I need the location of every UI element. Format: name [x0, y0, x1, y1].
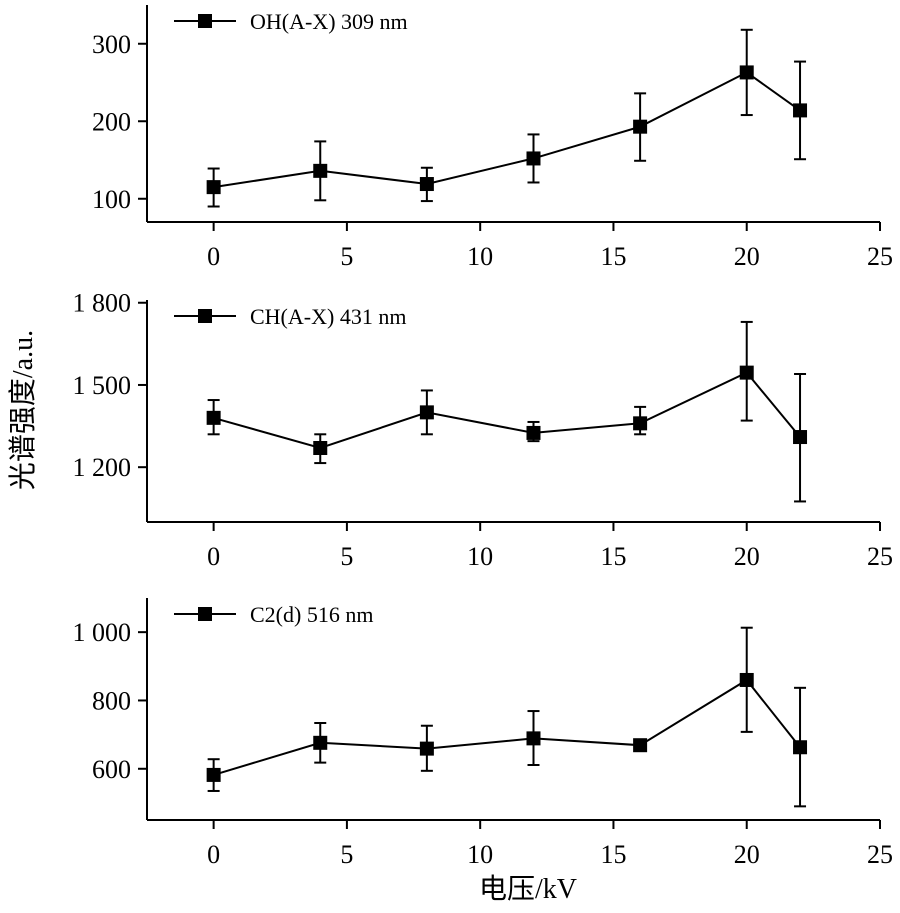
x-tick-label: 0 — [207, 542, 220, 571]
y-tick-label: 1 800 — [73, 289, 132, 318]
x-tick-label: 20 — [734, 242, 760, 271]
data-point — [419, 741, 434, 756]
data-point — [793, 740, 808, 755]
data-point — [206, 180, 221, 195]
legend-label: OH(A-X) 309 nm — [250, 9, 408, 34]
chart-panel-1: 0 5 10 15 20 25 100 200 300 OH(A-X) 309 nm — [92, 5, 893, 271]
x-tick-label: 10 — [467, 542, 493, 571]
data-point — [739, 65, 754, 80]
series-line — [213, 71, 801, 189]
y-tick-label: 1 200 — [73, 453, 132, 482]
data-point — [206, 767, 221, 782]
y-tick-label: 100 — [92, 185, 131, 214]
y-tick-label: 300 — [92, 30, 131, 59]
data-point — [313, 735, 328, 750]
x-tick-label: 10 — [467, 840, 493, 869]
data-point — [419, 177, 434, 192]
y-axis-title: 光谱强度/a.u. — [7, 330, 39, 490]
series-line — [213, 371, 801, 450]
legend-label: CH(A-X) 431 nm — [250, 304, 406, 329]
y-tick-label: 1 000 — [73, 618, 132, 647]
chart-panel-3: 0 5 10 15 20 25 600 800 1 000 C2(d) 516 nm — [73, 598, 893, 869]
y-tick-label: 600 — [92, 755, 131, 784]
data-point — [206, 410, 221, 425]
x-tick-label: 15 — [600, 242, 626, 271]
x-tick-label: 5 — [340, 840, 353, 869]
x-tick-label: 5 — [340, 242, 353, 271]
y-tick-label: 1 500 — [73, 371, 132, 400]
data-point — [526, 151, 541, 166]
data-point — [739, 365, 754, 380]
x-tick-label: 25 — [867, 242, 893, 271]
data-point — [526, 731, 541, 746]
legend-label: C2(d) 516 nm — [250, 602, 373, 627]
x-tick-label: 25 — [867, 542, 893, 571]
legend: CH(A-X) 431 nm — [174, 304, 406, 329]
x-axis-title: 电压/kV — [479, 873, 577, 905]
data-point — [633, 416, 648, 431]
y-tick-label: 800 — [92, 686, 131, 715]
data-point — [313, 441, 328, 455]
data-point — [633, 738, 648, 753]
x-tick-label: 0 — [207, 840, 220, 869]
x-tick-label: 20 — [734, 542, 760, 571]
x-tick-label: 5 — [340, 542, 353, 571]
data-point — [419, 405, 434, 420]
legend-marker — [198, 14, 212, 28]
x-tick-label: 0 — [207, 242, 220, 271]
x-tick-label: 15 — [600, 840, 626, 869]
legend: C2(d) 516 nm — [174, 602, 373, 627]
x-tick-label: 10 — [467, 242, 493, 271]
series-line — [213, 678, 801, 776]
data-point — [633, 119, 648, 134]
legend-marker — [198, 309, 212, 323]
x-tick-label: 15 — [600, 542, 626, 571]
data-point — [793, 103, 808, 118]
data-point — [313, 163, 328, 178]
chart-panel-2: 0 5 10 15 20 25 1 200 1 500 1 800 CH(A-X) 431 nm — [73, 289, 894, 571]
data-point — [793, 430, 808, 445]
legend-marker — [198, 607, 212, 621]
x-tick-label: 25 — [867, 840, 893, 869]
data-point — [526, 425, 541, 440]
legend: OH(A-X) 309 nm — [174, 9, 408, 34]
data-point — [739, 672, 754, 687]
x-tick-label: 20 — [734, 840, 760, 869]
y-tick-label: 200 — [92, 107, 131, 136]
